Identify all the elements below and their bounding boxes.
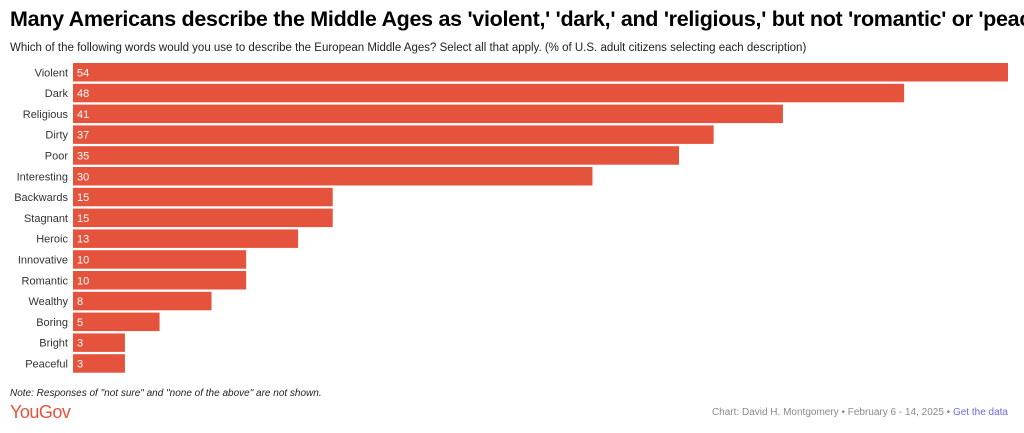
value-label-heroic: 13 — [77, 234, 89, 246]
category-label-backwards: Backwards — [14, 192, 68, 204]
yougov-logo[interactable]: YouGov — [10, 402, 71, 422]
bar-peaceful[interactable] — [73, 354, 125, 373]
credit-text: Chart: David H. Montgomery • February 6 … — [711, 407, 951, 418]
value-label-wealthy: 8 — [77, 296, 83, 308]
category-label-interesting: Interesting — [17, 171, 68, 183]
category-label-poor: Poor — [45, 150, 69, 162]
bar-wealthy[interactable] — [73, 291, 212, 311]
category-label-dirty: Dirty — [45, 130, 68, 142]
bar-stagnant[interactable] — [73, 208, 333, 228]
bar-violent[interactable] — [73, 63, 1008, 82]
chart-credit: Chart: David H. Montgomery • February 6 … — [712, 407, 1008, 418]
value-label-interesting: 30 — [77, 171, 89, 183]
bar-boring[interactable] — [73, 312, 160, 332]
category-label-stagnant: Stagnant — [24, 213, 68, 225]
value-label-bright: 3 — [77, 338, 83, 350]
chart-title: Many Americans describe the Middle Ages … — [10, 7, 1024, 31]
category-label-religious: Religious — [23, 109, 69, 121]
category-label-boring: Boring — [36, 317, 68, 329]
value-label-violent: 54 — [77, 67, 89, 79]
value-label-dirty: 37 — [77, 130, 89, 142]
category-label-heroic: Heroic — [36, 234, 68, 246]
value-label-boring: 5 — [77, 317, 83, 329]
category-label-violent: Violent — [35, 67, 68, 79]
bar-poor[interactable] — [73, 146, 680, 165]
category-label-dark: Dark — [45, 88, 69, 100]
bar-interesting[interactable] — [73, 167, 593, 186]
bar-backwards[interactable] — [73, 187, 333, 207]
bar-religious[interactable] — [73, 104, 783, 124]
category-label-peaceful: Peaceful — [25, 358, 68, 370]
value-label-backwards: 15 — [77, 192, 89, 204]
value-label-religious: 41 — [77, 109, 89, 121]
chart-subtitle: Which of the following words would you u… — [10, 42, 807, 54]
bar-dark[interactable] — [73, 83, 905, 103]
bar-heroic[interactable] — [73, 229, 299, 248]
bar-romantic[interactable] — [73, 271, 247, 290]
value-label-romantic: 10 — [77, 275, 89, 287]
value-label-stagnant: 15 — [77, 213, 89, 225]
value-label-dark: 48 — [77, 88, 89, 100]
chart-note: Note: Responses of "not sure" and "none … — [10, 388, 322, 399]
get-the-data-link[interactable]: Get the data — [952, 407, 1008, 418]
value-label-innovative: 10 — [77, 254, 89, 266]
bar-dirty[interactable] — [73, 125, 714, 144]
category-label-innovative: Innovative — [18, 254, 68, 266]
bar-innovative[interactable] — [73, 250, 247, 269]
bar-bright[interactable] — [73, 333, 125, 352]
category-label-wealthy: Wealthy — [28, 296, 68, 308]
category-label-romantic: Romantic — [22, 275, 69, 287]
value-label-peaceful: 3 — [77, 358, 83, 370]
category-label-bright: Bright — [39, 338, 68, 350]
value-label-poor: 35 — [77, 150, 89, 162]
